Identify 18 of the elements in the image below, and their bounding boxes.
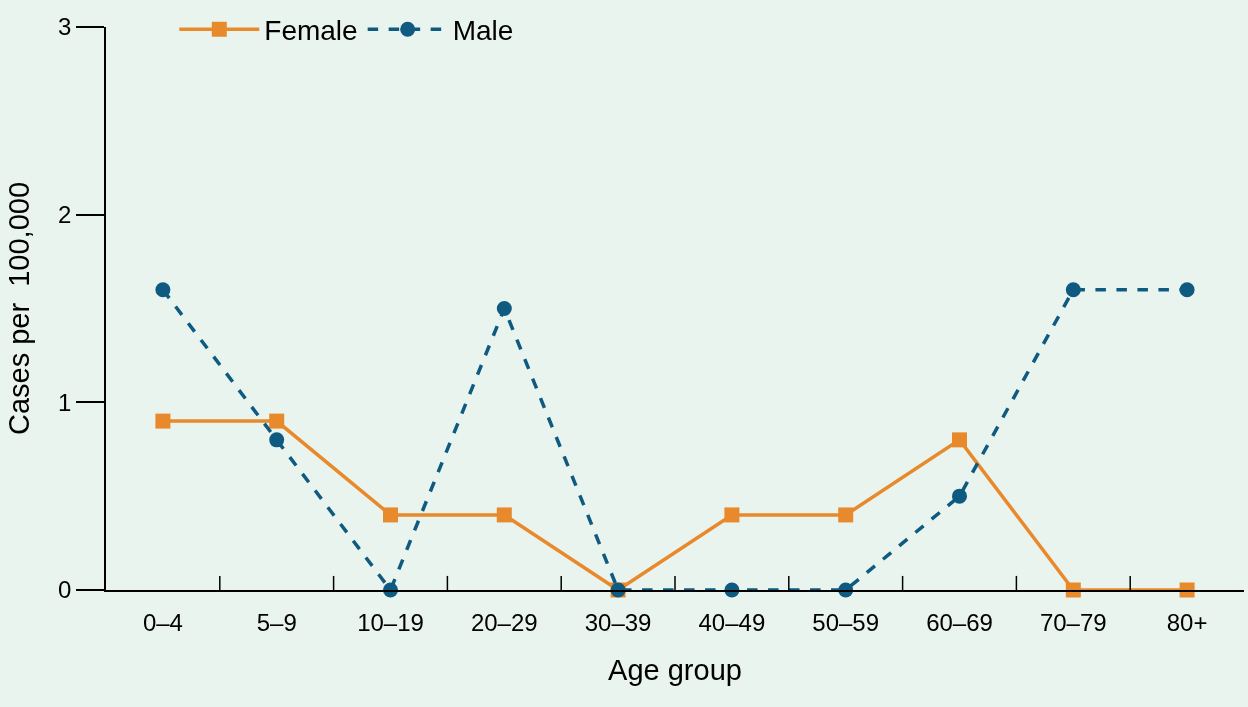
y-tick-label: 0 (58, 576, 72, 604)
x-tick-label: 0–4 (142, 608, 183, 636)
y-tick-label: 2 (58, 201, 72, 229)
legend-label: Male (452, 15, 514, 47)
legend-label: Female (264, 15, 358, 47)
y-axis-title: Cases per 100,000 (2, 181, 35, 436)
y-tick-label: 3 (58, 13, 72, 41)
x-axis-title: Age group (608, 653, 742, 686)
x-tick-label: 80+ (1166, 608, 1208, 636)
x-tick-label: 50–59 (812, 608, 880, 636)
x-tick-label: 40–49 (698, 608, 766, 636)
x-tick-label: 30–39 (584, 608, 652, 636)
x-tick-label: 5–9 (256, 608, 297, 636)
x-tick-label: 70–79 (1039, 608, 1107, 636)
y-tick-label: 1 (58, 388, 72, 416)
x-tick-label: 60–69 (926, 608, 993, 636)
x-tick-label: 20–29 (470, 608, 538, 636)
x-tick-label: 10–19 (357, 608, 424, 636)
